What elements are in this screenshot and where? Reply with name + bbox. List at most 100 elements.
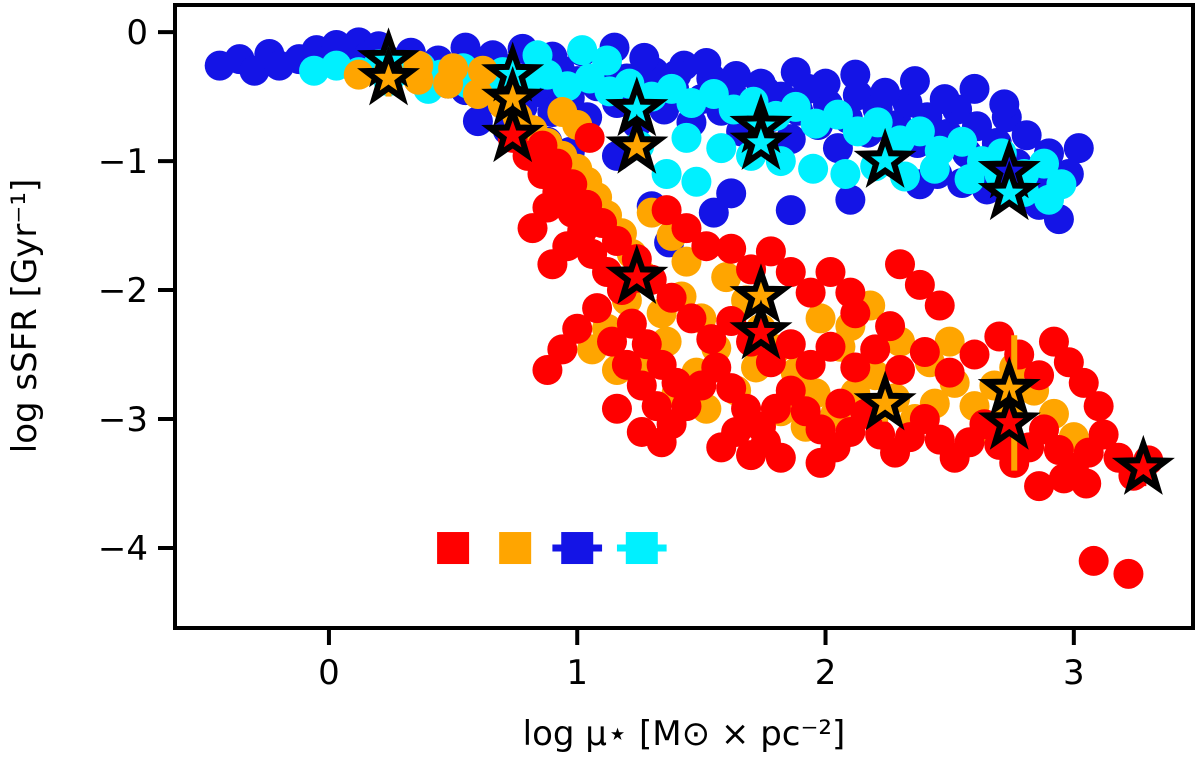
data-point-circle [547, 334, 578, 365]
data-point-circle [572, 189, 603, 220]
data-point-circle [701, 352, 732, 383]
data-point-circle [835, 184, 866, 215]
data-point-circle [721, 60, 752, 91]
data-point-circle [840, 298, 871, 329]
uncertainty-square-marker [499, 532, 532, 565]
data-point-circle [462, 79, 493, 109]
x-tick-label: 1 [566, 653, 588, 693]
data-point-circle [815, 257, 846, 287]
data-point-circle [775, 375, 806, 406]
data-point-circle [597, 326, 627, 357]
data-point-circle [629, 42, 660, 73]
median-star-marker [481, 102, 545, 163]
data-point-circle [691, 231, 722, 262]
data-point-circle [909, 404, 940, 435]
median-star-marker [1111, 434, 1175, 495]
y-axis-title: log sSFR [Gyr⁻¹] [5, 179, 45, 453]
data-point-circle [467, 55, 498, 86]
data-point-circle [929, 84, 960, 115]
data-point-circle [691, 48, 722, 79]
series-median-stars [357, 27, 1175, 495]
data-point-circle [885, 355, 916, 386]
data-point-circle [822, 133, 853, 164]
data-point-circle [870, 77, 901, 108]
data-point-circle [676, 303, 707, 334]
data-point-circle [904, 116, 935, 147]
data-point-circle [947, 126, 978, 157]
data-point-circle [711, 262, 742, 293]
data-point-circle [631, 329, 662, 360]
data-point-circle [671, 391, 702, 422]
data-point-circle [681, 166, 712, 197]
y-axis-ticks [158, 30, 175, 551]
data-point-circle [299, 55, 330, 86]
data-point-circle [780, 57, 811, 88]
data-point-circle [822, 99, 853, 130]
median-star-marker [977, 389, 1041, 450]
data-point-circle [984, 321, 1015, 352]
data-point-circle [343, 59, 374, 90]
data-point-circle [1033, 184, 1064, 215]
x-axis-title: log μ⋆ [M⊙ × pc⁻²] [523, 714, 846, 754]
data-point-circle [1113, 558, 1144, 589]
data-point-circle [954, 164, 985, 195]
uncertainty-square-marker [561, 532, 594, 565]
uncertainty-square-marker [437, 532, 470, 565]
data-point-circle [1011, 120, 1042, 151]
median-star-marker [729, 299, 793, 360]
data-point-circle [815, 331, 846, 362]
data-point-circle [438, 53, 469, 84]
data-point-circle [755, 236, 786, 267]
data-point-circle [1029, 148, 1060, 179]
y-axis-tick-labels: 0 −1 −2 −3 −4 [98, 13, 148, 569]
median-star-marker [357, 45, 421, 106]
data-point-circle [671, 122, 702, 153]
y-tick-label: −1 [98, 142, 148, 182]
data-point-circle [1038, 326, 1069, 357]
data-point-circle [795, 277, 826, 308]
data-point-circle [885, 249, 916, 280]
data-point-circle [698, 197, 729, 228]
data-point-circle [1053, 347, 1084, 378]
uncertainty-square-marker [625, 532, 658, 565]
y-tick-label: −3 [98, 400, 148, 440]
data-point-circle [522, 40, 553, 71]
data-point-circle [582, 293, 613, 324]
data-point-circle [651, 158, 682, 189]
y-tick-label: 0 [126, 13, 148, 53]
y-tick-label: −2 [98, 271, 148, 311]
data-point-circle [671, 213, 702, 244]
series-red-circles [497, 122, 1164, 589]
data-point-circle [924, 290, 955, 321]
data-point-circle [1071, 468, 1102, 499]
data-point-circle [805, 303, 836, 334]
data-point-circle [517, 213, 548, 244]
data-point-circle [611, 349, 642, 380]
data-point-circle [651, 195, 682, 226]
data-point-circle [909, 336, 940, 367]
data-point-circle [532, 192, 563, 223]
data-point-circle [562, 313, 593, 344]
data-point-circle [656, 282, 687, 313]
median-star-marker [853, 127, 917, 188]
data-point-circle [798, 153, 829, 184]
data-point-circle [574, 122, 605, 153]
data-point-circle [716, 178, 747, 209]
data-point-circle [716, 373, 747, 404]
data-point-circle [775, 257, 806, 287]
y-tick-label: −4 [98, 529, 148, 569]
x-axis-tick-labels: 0 1 2 3 [318, 653, 1085, 693]
data-point-circle [840, 59, 871, 90]
data-point-circle [959, 339, 990, 370]
typical-uncertainty-markers [437, 532, 667, 565]
data-point-circle [1068, 367, 1099, 398]
data-point-circle [1048, 463, 1079, 494]
data-point-circle [805, 447, 836, 478]
svg-text:log sSFR [Gyr⁻¹]: log sSFR [Gyr⁻¹] [5, 179, 45, 453]
data-point-circle [537, 249, 568, 280]
data-point-circle [567, 35, 598, 66]
data-point-circle [1088, 419, 1119, 450]
plot-frame [173, 3, 1195, 630]
